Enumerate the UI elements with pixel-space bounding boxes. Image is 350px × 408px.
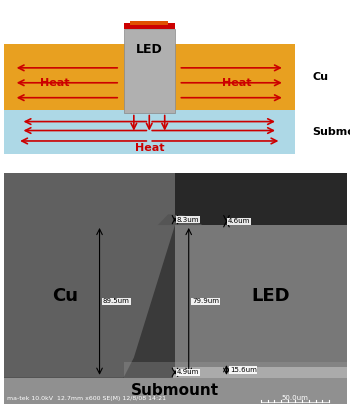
Bar: [4, 44, 295, 110]
Polygon shape: [158, 214, 202, 225]
Text: Submount: Submount: [312, 127, 350, 137]
Bar: [4, 378, 346, 404]
Polygon shape: [175, 225, 346, 378]
Text: 4.9um: 4.9um: [177, 370, 199, 375]
Text: Heat: Heat: [222, 78, 252, 88]
Text: Heat: Heat: [134, 144, 164, 153]
Text: 8.3um: 8.3um: [177, 217, 199, 223]
Bar: [124, 29, 175, 113]
Bar: [124, 362, 346, 378]
Text: 79.9um: 79.9um: [192, 298, 219, 304]
Text: LED: LED: [136, 43, 163, 56]
Bar: [4, 110, 295, 154]
Bar: [131, 21, 168, 24]
Text: 15.6um: 15.6um: [230, 367, 257, 373]
Text: 89.5um: 89.5um: [103, 298, 130, 304]
Text: Heat: Heat: [40, 78, 70, 88]
Text: 50.0um: 50.0um: [282, 395, 308, 401]
Text: ma-tek 10.0kV  12.7mm x600 SE(M) 12/8/08 14:21: ma-tek 10.0kV 12.7mm x600 SE(M) 12/8/08 …: [7, 397, 166, 401]
Bar: [173, 367, 346, 378]
Text: Cu: Cu: [52, 287, 78, 305]
Text: LED: LED: [252, 287, 290, 305]
Text: Submount: Submount: [131, 384, 219, 399]
Text: 4.6um: 4.6um: [228, 218, 251, 224]
Bar: [4, 173, 346, 225]
Polygon shape: [4, 173, 175, 378]
Text: Cu: Cu: [312, 72, 328, 82]
Bar: [124, 23, 175, 29]
